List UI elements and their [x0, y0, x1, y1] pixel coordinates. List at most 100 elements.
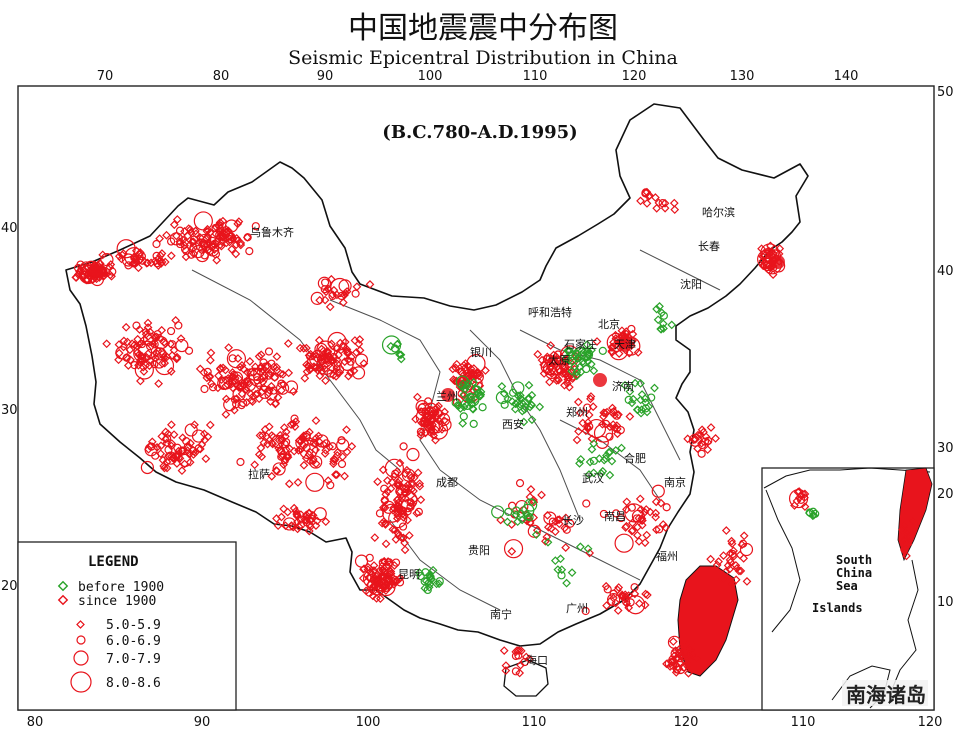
map-frame	[17, 85, 935, 711]
epicenter-marker	[160, 358, 170, 368]
epicenter-marker	[354, 353, 369, 367]
legend-box	[17, 541, 237, 711]
epicenter-marker	[114, 355, 123, 365]
epicenter-marker	[221, 394, 231, 404]
epicenter-marker	[613, 606, 623, 615]
epicenter-marker	[739, 553, 749, 563]
epicenter-marker	[371, 571, 381, 581]
epicenter-marker	[898, 525, 907, 535]
epicenter-marker	[509, 388, 518, 397]
epicenter-marker	[407, 484, 417, 494]
epicenter-marker	[114, 348, 124, 358]
epicenter-marker	[346, 357, 355, 366]
epicenter-marker	[228, 368, 237, 377]
epicenter-marker	[562, 578, 571, 588]
epicenter-marker	[314, 431, 324, 441]
epicenter-marker	[237, 389, 247, 399]
epicenter-marker	[175, 239, 185, 249]
epicenter-marker	[684, 651, 693, 661]
epicenter-marker	[145, 327, 155, 337]
epicenter-marker	[578, 418, 588, 428]
epicenter-marker	[607, 593, 621, 607]
epicenter-marker	[459, 412, 468, 421]
epicenter-marker	[588, 402, 598, 412]
epicenter-marker	[391, 558, 401, 567]
epicenter-marker	[556, 554, 565, 564]
epicenter-marker	[381, 500, 396, 514]
epicenter-marker	[527, 497, 537, 507]
epicenter-marker	[503, 517, 512, 527]
epicenter-marker	[427, 407, 436, 416]
city-label: 拉萨	[248, 467, 270, 481]
epicenter-marker	[603, 585, 612, 594]
epicenter-marker	[154, 355, 175, 376]
epicenter-marker	[344, 371, 353, 381]
epicenter-marker	[621, 597, 631, 606]
epicenter-marker	[575, 458, 584, 468]
epicenter-marker	[637, 405, 647, 415]
bottom-tick: 120	[918, 715, 943, 730]
epicenter-marker	[497, 381, 507, 391]
epicenter-marker	[613, 429, 622, 439]
epicenter-marker	[287, 521, 297, 531]
epicenter-marker	[321, 517, 331, 527]
inset-vietnam	[765, 489, 801, 633]
epicenter-marker	[299, 460, 309, 470]
epicenter-marker	[316, 355, 336, 375]
epicenter-marker	[351, 289, 360, 298]
epicenter-marker	[582, 499, 591, 508]
epicenter-marker	[426, 417, 435, 426]
epicenter-marker	[608, 403, 617, 413]
epicenter-marker	[602, 601, 611, 610]
epicenter-marker	[156, 441, 166, 451]
epicenter-marker	[253, 389, 262, 399]
epicenter-marker	[641, 505, 651, 514]
epicenter-marker	[73, 263, 83, 273]
epicenter-marker	[289, 503, 299, 513]
epicenter-marker	[162, 463, 172, 473]
epicenter-marker	[323, 346, 333, 356]
epicenter-marker	[267, 471, 277, 481]
epicenter-marker	[368, 591, 378, 601]
epicenter-marker	[607, 346, 617, 356]
epicenter-marker	[652, 525, 661, 535]
epicenter-marker	[135, 325, 144, 334]
epicenter-marker	[172, 354, 182, 364]
left-axis: 40 30 20	[1, 221, 18, 594]
epicenter-marker	[333, 368, 343, 378]
top-tick: 120	[622, 69, 647, 84]
epicenter-marker	[273, 393, 283, 402]
epicenter-marker	[762, 260, 772, 270]
province-lines	[191, 249, 721, 611]
epicenter-marker	[790, 501, 799, 510]
epicenter-marker	[522, 509, 531, 519]
epicenter-marker	[300, 373, 310, 383]
city-label: 乌鲁木齐	[250, 225, 294, 239]
inset-epicenters	[788, 487, 918, 561]
epicenter-marker	[434, 579, 444, 589]
epicenter-marker	[140, 460, 154, 475]
epicenter-marker	[206, 246, 215, 256]
epicenter-marker	[719, 551, 728, 560]
top-tick: 130	[730, 69, 755, 84]
epicenter-marker	[537, 490, 546, 500]
epicenter-marker	[302, 343, 311, 353]
epicenter-marker	[662, 503, 671, 512]
epicenter-marker	[155, 333, 165, 343]
epicenter-marker	[398, 506, 408, 515]
epicenter-marker	[725, 555, 735, 565]
top-tick: 70	[97, 69, 114, 84]
epicenter-marker	[463, 378, 473, 388]
epicenter-marker	[150, 353, 160, 363]
epicenter-marker	[81, 263, 90, 273]
epicenter-marker	[416, 427, 425, 436]
epicenter-marker	[415, 479, 425, 488]
epicenter-marker	[265, 385, 274, 395]
epicenter-marker	[277, 436, 287, 446]
epicenter-marker	[545, 354, 554, 363]
epicenter-marker	[466, 392, 476, 401]
epicenter-marker	[529, 497, 539, 507]
epicenter-marker	[572, 435, 582, 445]
epicenter-marker	[640, 394, 650, 403]
epicenter-marker	[332, 470, 342, 480]
